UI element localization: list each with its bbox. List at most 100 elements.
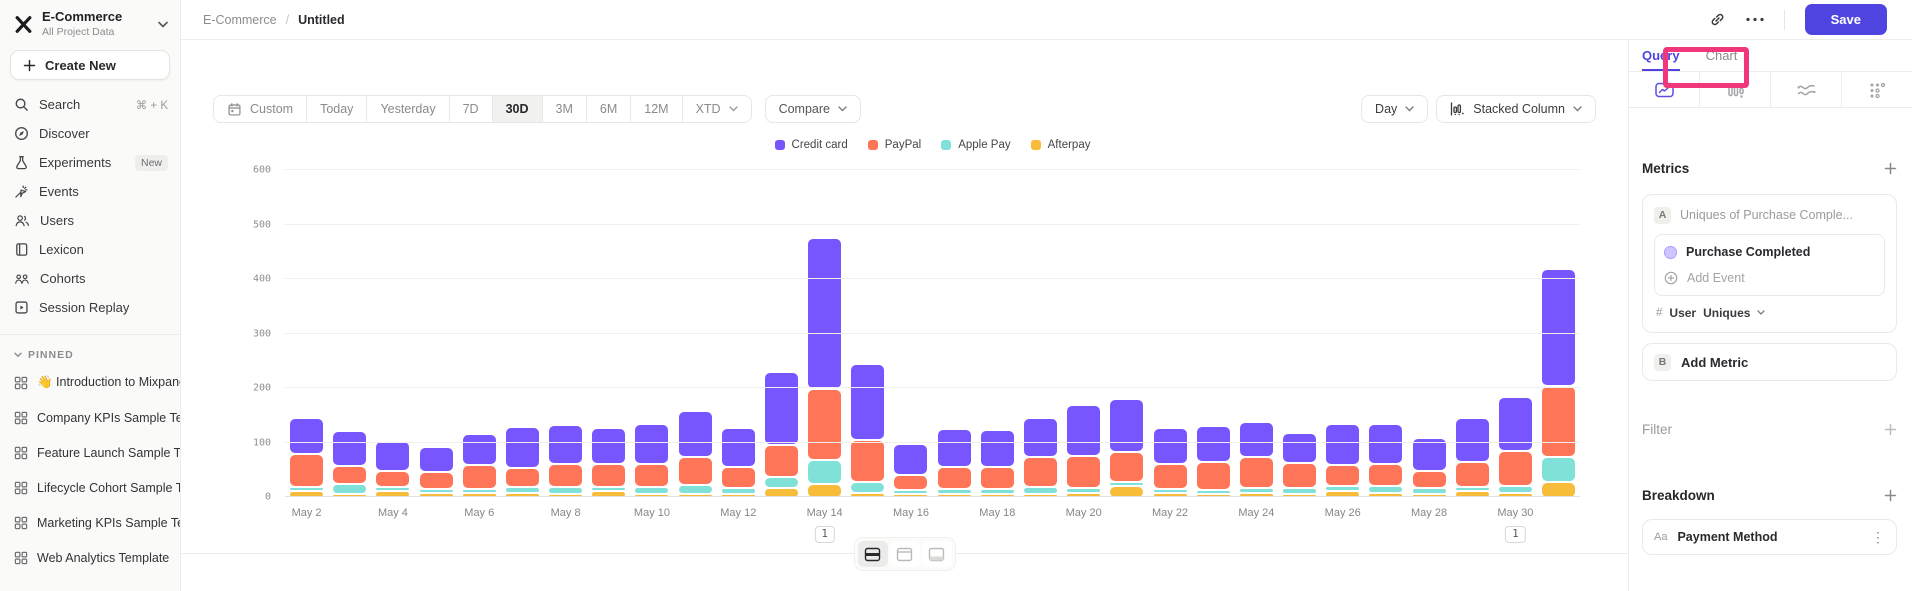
sidebar-item-users[interactable]: Users bbox=[0, 206, 180, 235]
bar-segment-afterpay[interactable] bbox=[851, 493, 885, 497]
chart-bar[interactable] bbox=[376, 170, 410, 497]
add-metric-card[interactable]: B Add Metric bbox=[1642, 343, 1897, 381]
bar-segment-apple-pay[interactable] bbox=[635, 487, 669, 493]
bar-segment-apple-pay[interactable] bbox=[1455, 488, 1489, 491]
compare-button[interactable]: Compare bbox=[764, 95, 861, 123]
bar-segment-paypal[interactable] bbox=[1239, 458, 1273, 488]
add-event-row[interactable]: Add Event bbox=[1664, 265, 1875, 291]
sidebar-item-discover[interactable]: Discover bbox=[0, 119, 180, 148]
sidebar-item-session-replay[interactable]: Session Replay bbox=[0, 293, 180, 322]
chart-bar[interactable] bbox=[635, 170, 669, 497]
sidebar-item-experiments[interactable]: Experiments New bbox=[0, 148, 180, 177]
date-range-custom[interactable]: Custom bbox=[214, 96, 308, 122]
bar-segment-afterpay[interactable] bbox=[376, 492, 410, 497]
chart-bar[interactable] bbox=[333, 170, 367, 497]
more-options-icon[interactable] bbox=[1746, 17, 1764, 22]
bar-segment-apple-pay[interactable] bbox=[1153, 489, 1187, 492]
bar-segment-credit-card[interactable] bbox=[851, 364, 885, 440]
chart-bar[interactable] bbox=[419, 170, 453, 497]
chart-bar[interactable] bbox=[851, 170, 885, 497]
bar-segment-credit-card[interactable] bbox=[980, 431, 1014, 466]
bar-segment-afterpay[interactable] bbox=[1110, 487, 1144, 497]
bar-segment-paypal[interactable] bbox=[1455, 463, 1489, 487]
bar-segment-credit-card[interactable] bbox=[333, 432, 367, 466]
bar-segment-apple-pay[interactable] bbox=[1412, 489, 1446, 493]
event-row[interactable]: Purchase Completed bbox=[1664, 239, 1875, 265]
chart-bar[interactable] bbox=[1369, 170, 1403, 497]
layout-bottom-toggle[interactable] bbox=[921, 541, 952, 567]
date-range-30d[interactable]: 30D bbox=[492, 96, 543, 122]
legend-item-afterpay[interactable]: Afterpay bbox=[1030, 139, 1090, 151]
bar-segment-paypal[interactable] bbox=[505, 468, 539, 487]
create-new-button[interactable]: Create New bbox=[10, 50, 170, 80]
date-range-6m[interactable]: 6M bbox=[586, 96, 632, 122]
pinned-board-lifecycle-cohort-sample-[interactable]: Lifecycle Cohort Sample Temp bbox=[0, 470, 180, 505]
bar-segment-apple-pay[interactable] bbox=[980, 489, 1014, 493]
bar-segment-paypal[interactable] bbox=[1196, 463, 1230, 489]
bar-segment-apple-pay[interactable] bbox=[808, 460, 842, 484]
bar-segment-paypal[interactable] bbox=[1110, 452, 1144, 481]
bar-segment-afterpay[interactable] bbox=[1542, 482, 1576, 497]
bar-segment-apple-pay[interactable] bbox=[937, 489, 971, 493]
bar-segment-afterpay[interactable] bbox=[1412, 494, 1446, 497]
bar-segment-paypal[interactable] bbox=[1153, 464, 1187, 488]
bar-segment-paypal[interactable] bbox=[635, 464, 669, 486]
bar-segment-credit-card[interactable] bbox=[937, 430, 971, 467]
bar-segment-apple-pay[interactable] bbox=[1110, 482, 1144, 486]
bar-segment-apple-pay[interactable] bbox=[1283, 489, 1317, 493]
panel-tab-query[interactable]: Query bbox=[1642, 40, 1680, 71]
bar-segment-paypal[interactable] bbox=[462, 465, 496, 488]
bar-segment-credit-card[interactable] bbox=[1369, 424, 1403, 464]
chart-bar[interactable] bbox=[764, 170, 798, 497]
bar-segment-credit-card[interactable] bbox=[1110, 399, 1144, 451]
chart-bar[interactable] bbox=[1239, 170, 1273, 497]
add-metric-plus-icon[interactable] bbox=[1884, 162, 1897, 175]
bar-segment-paypal[interactable] bbox=[808, 390, 842, 459]
date-range-7d[interactable]: 7D bbox=[449, 96, 493, 122]
bar-segment-credit-card[interactable] bbox=[678, 411, 712, 456]
bar-segment-credit-card[interactable] bbox=[1067, 406, 1101, 455]
pinned-section-header[interactable]: PINNED bbox=[0, 345, 180, 365]
bar-segment-afterpay[interactable] bbox=[1455, 492, 1489, 497]
chart-bar[interactable] bbox=[678, 170, 712, 497]
bar-segment-paypal[interactable] bbox=[549, 465, 583, 486]
bar-segment-credit-card[interactable] bbox=[290, 419, 324, 454]
pinned-board-marketing-kpis-sample-te[interactable]: Marketing KPIs Sample Templat bbox=[0, 505, 180, 540]
chart-bar[interactable] bbox=[1153, 170, 1187, 497]
bar-segment-credit-card[interactable] bbox=[764, 372, 798, 444]
bar-segment-credit-card[interactable] bbox=[376, 442, 410, 471]
bar-segment-afterpay[interactable] bbox=[678, 494, 712, 497]
bar-segment-paypal[interactable] bbox=[592, 464, 626, 487]
bar-segment-afterpay[interactable] bbox=[1024, 494, 1057, 497]
bar-segment-apple-pay[interactable] bbox=[462, 489, 496, 492]
bar-segment-apple-pay[interactable] bbox=[1239, 489, 1273, 492]
bar-segment-credit-card[interactable] bbox=[894, 445, 928, 475]
breadcrumb-page-title[interactable]: Untitled bbox=[298, 12, 345, 27]
sidebar-item-events[interactable]: Events bbox=[0, 177, 180, 206]
bar-segment-credit-card[interactable] bbox=[635, 425, 669, 463]
retention-report-tab[interactable] bbox=[1842, 72, 1912, 107]
bar-segment-apple-pay[interactable] bbox=[1369, 487, 1403, 492]
bar-segment-afterpay[interactable] bbox=[1369, 493, 1403, 497]
chart-bar[interactable] bbox=[721, 170, 755, 497]
panel-tab-chart[interactable]: Chart bbox=[1705, 48, 1738, 63]
bar-segment-paypal[interactable] bbox=[1024, 457, 1057, 487]
bar-segment-afterpay[interactable] bbox=[1283, 494, 1317, 497]
bar-segment-apple-pay[interactable] bbox=[549, 487, 583, 493]
bar-segment-afterpay[interactable] bbox=[1498, 493, 1532, 497]
bar-segment-apple-pay[interactable] bbox=[1326, 487, 1360, 491]
bar-segment-apple-pay[interactable] bbox=[333, 485, 367, 493]
annotation-count-badge[interactable]: 1 bbox=[814, 526, 835, 543]
bar-segment-credit-card[interactable] bbox=[721, 428, 755, 467]
sidebar-item-lexicon[interactable]: Lexicon bbox=[0, 235, 180, 264]
bar-segment-paypal[interactable] bbox=[290, 455, 324, 486]
chart-bar[interactable] bbox=[290, 170, 324, 497]
date-range-xtd[interactable]: XTD bbox=[682, 96, 751, 122]
workspace-switcher[interactable]: E-Commerce All Project Data bbox=[0, 0, 180, 44]
bar-segment-credit-card[interactable] bbox=[419, 448, 453, 472]
bar-segment-apple-pay[interactable] bbox=[1196, 490, 1230, 493]
bar-segment-apple-pay[interactable] bbox=[764, 478, 798, 488]
granularity-dropdown[interactable]: Day bbox=[1361, 95, 1429, 123]
bar-segment-credit-card[interactable] bbox=[1239, 422, 1273, 457]
bar-segment-credit-card[interactable] bbox=[1326, 424, 1360, 465]
